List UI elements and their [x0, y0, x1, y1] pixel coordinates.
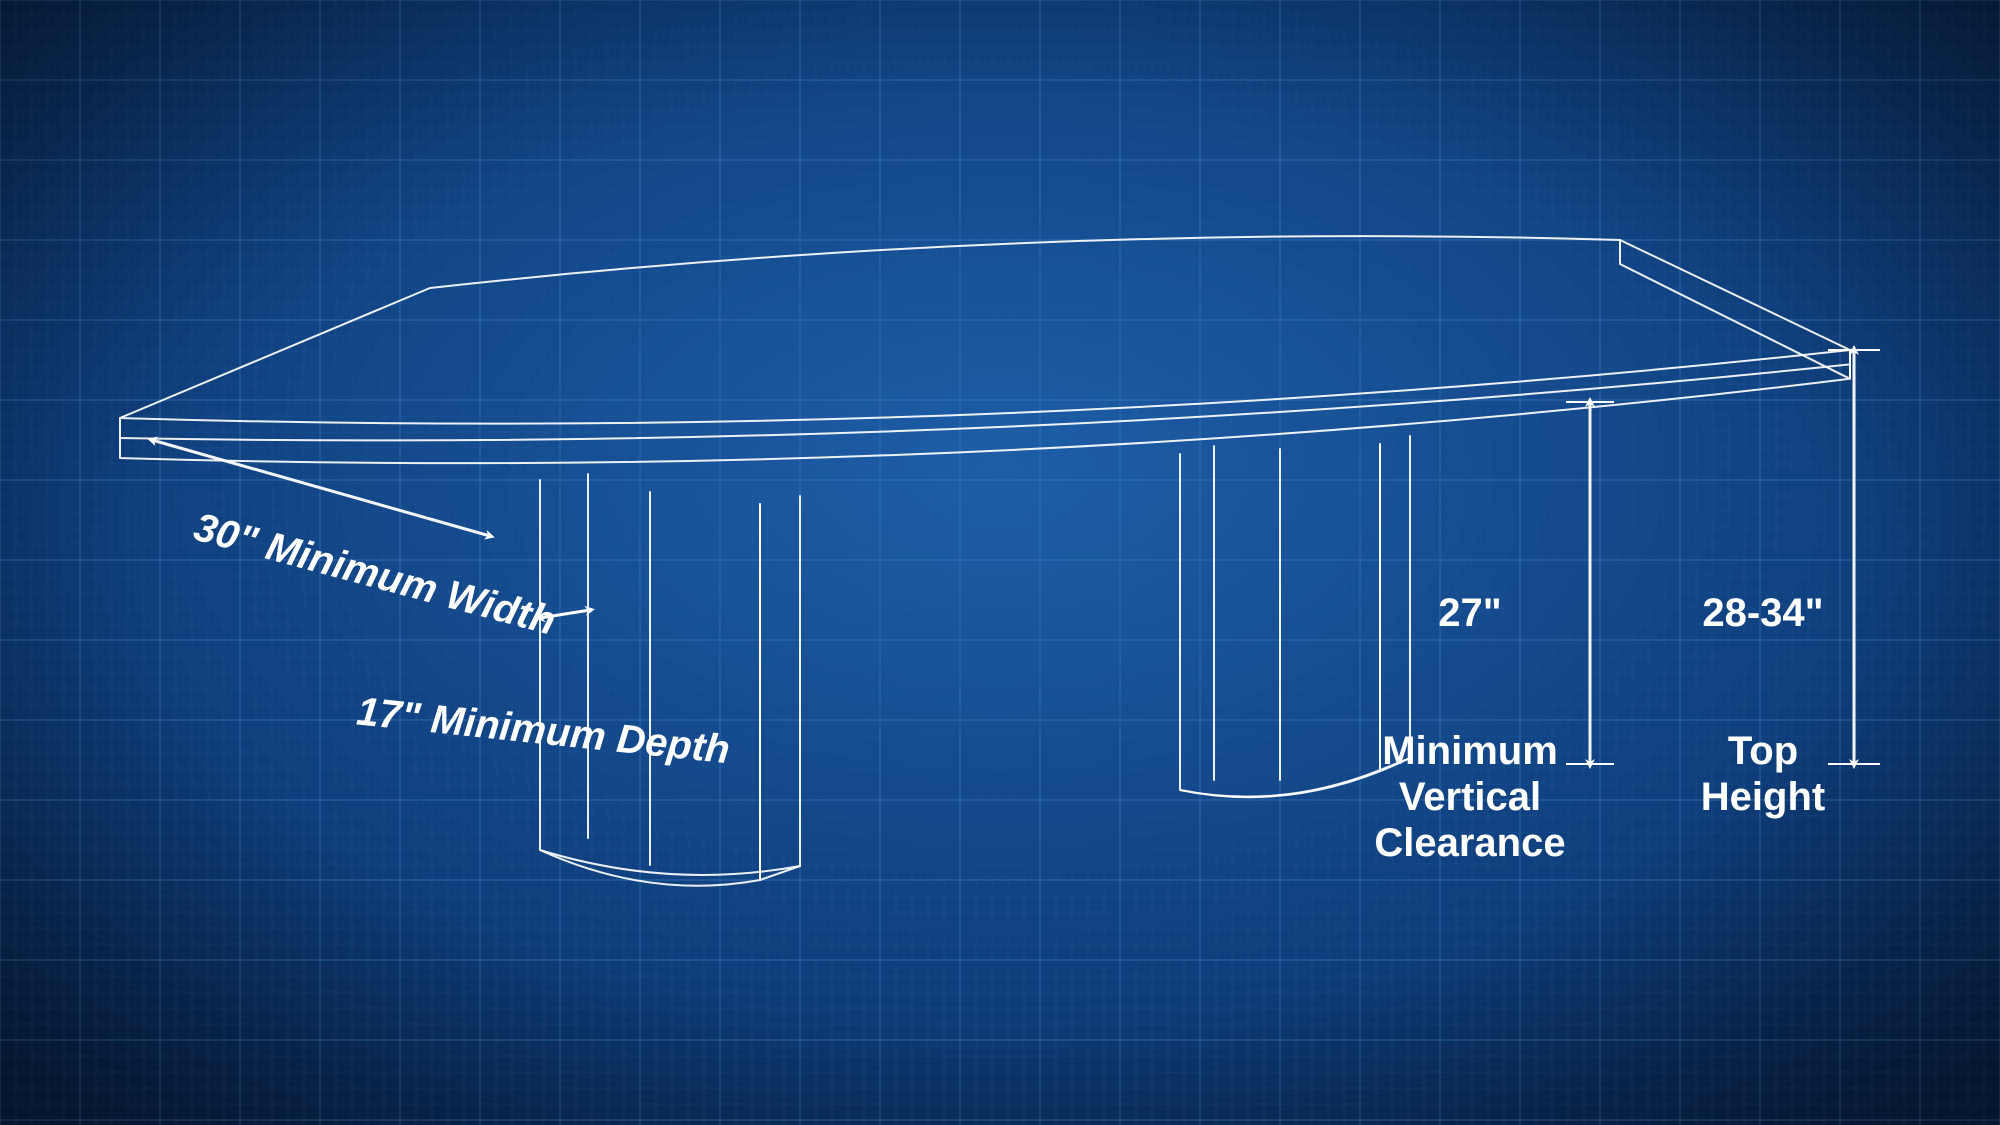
- blueprint-stage: 30" Minimum Width 17" Minimum Depth 27" …: [0, 0, 2000, 1125]
- dim-clearance-label: 27" Minimum Vertical Clearance: [1370, 498, 1570, 958]
- dim-clearance-desc: Minimum Vertical Clearance: [1370, 728, 1570, 866]
- dim-clearance-value: 27": [1370, 590, 1570, 636]
- dim-height-value: 28-34": [1683, 590, 1843, 636]
- dim-height-label: 28-34" Top Height: [1683, 498, 1843, 912]
- dim-depth-text: 17" Minimum Depth: [355, 689, 732, 772]
- dim-height-desc: Top Height: [1683, 728, 1843, 820]
